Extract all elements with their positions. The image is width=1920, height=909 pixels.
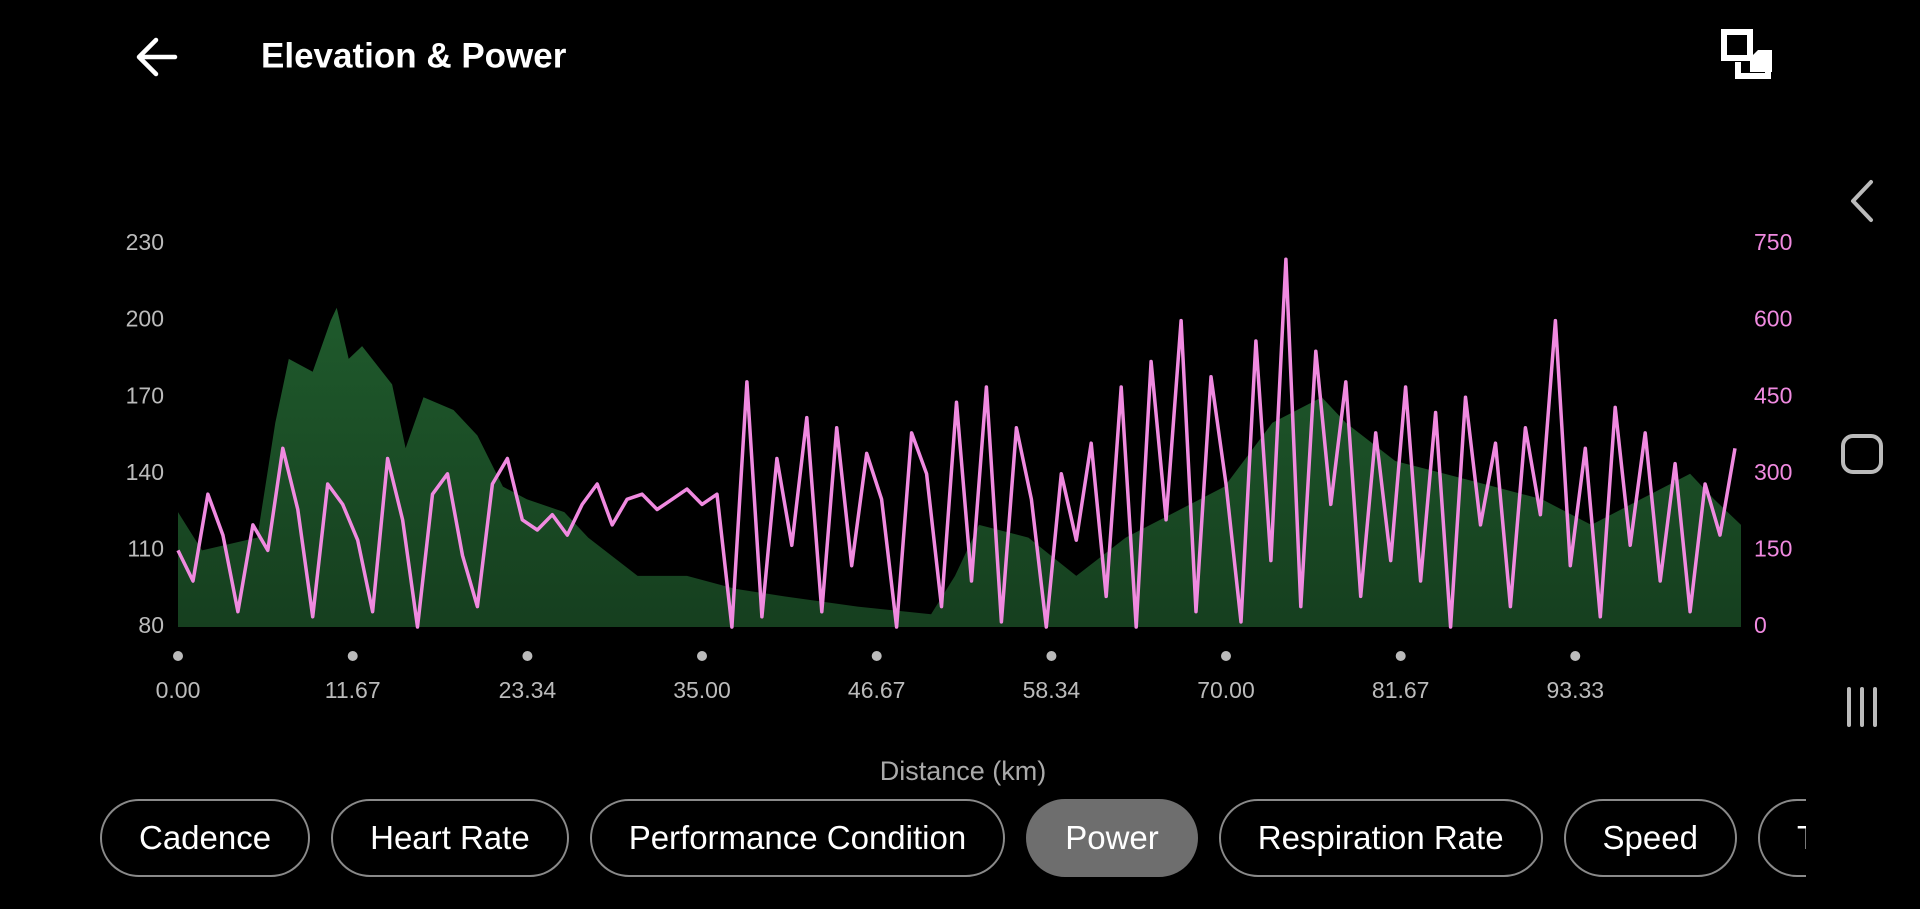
page-title: Elevation & Power (261, 36, 567, 75)
x-axis-label: Distance (km) (880, 756, 1047, 786)
x-tick-dot (1220, 651, 1231, 661)
x-tick-label: 0.00 (156, 677, 201, 703)
y2-tick-label: 600 (1754, 306, 1792, 332)
back-button[interactable] (136, 37, 178, 77)
y2-tick-label: 150 (1754, 535, 1792, 561)
x-tick-dot (173, 651, 183, 661)
y-tick-label: 80 (138, 612, 164, 638)
x-tick-dot (1570, 651, 1581, 661)
icon-corner-outline (1735, 57, 1771, 79)
back-arrow (136, 37, 178, 77)
nav-recents[interactable] (1847, 687, 1877, 727)
fullscreen-button[interactable] (1721, 29, 1772, 79)
metric-tab[interactable]: Te (1757, 799, 1806, 877)
x-tick-label: 46.67 (848, 677, 906, 703)
x-tick-label: 58.34 (1023, 677, 1081, 703)
x-tick-label: 11.67 (325, 677, 381, 703)
y2-tick-label: 0 (1754, 612, 1767, 638)
power-line (176, 257, 1737, 629)
x-tick-label: 23.34 (499, 677, 557, 703)
x-tick-label: 93.33 (1546, 677, 1604, 703)
metric-tab[interactable]: Performance Condition (589, 799, 1006, 877)
x-tick-label: 35.00 (673, 677, 731, 703)
y2-tick-label: 450 (1754, 382, 1792, 408)
x-tick-label: 81.67 (1372, 677, 1430, 703)
y-tick-label: 170 (126, 382, 164, 408)
y-tick-label: 230 (126, 229, 164, 255)
y-tick-label: 200 (126, 306, 164, 332)
nav-back[interactable] (1851, 180, 1873, 222)
x-tick-dot (347, 651, 358, 661)
metric-tab[interactable]: Speed (1563, 799, 1737, 877)
x-tick-dot (871, 651, 882, 661)
metric-tab[interactable]: Cadence (100, 799, 311, 877)
x-tick-dot (522, 651, 533, 661)
metric-tab[interactable]: Heart Rate (331, 799, 569, 877)
nav-home[interactable] (1841, 434, 1883, 474)
metric-tab[interactable]: Power (1026, 799, 1198, 877)
icon-square (1721, 29, 1753, 61)
y-tick-label: 140 (126, 459, 164, 485)
x-tick-dot (1046, 651, 1057, 661)
x-tick-dot (1395, 651, 1406, 661)
tab-row: Cadence Heart Rate Performance Condition Po… (100, 797, 1806, 881)
y-tick-label: 110 (127, 535, 164, 561)
nav-bar (1841, 180, 1883, 727)
x-tick-dot (696, 651, 707, 661)
elevation-area (178, 307, 1741, 627)
y2-tick-label: 300 (1754, 459, 1792, 485)
x-tick-label: 70.00 (1197, 677, 1255, 703)
metric-tab[interactable]: Respiration Rate (1218, 799, 1543, 877)
y2-tick-label: 750 (1754, 229, 1792, 255)
